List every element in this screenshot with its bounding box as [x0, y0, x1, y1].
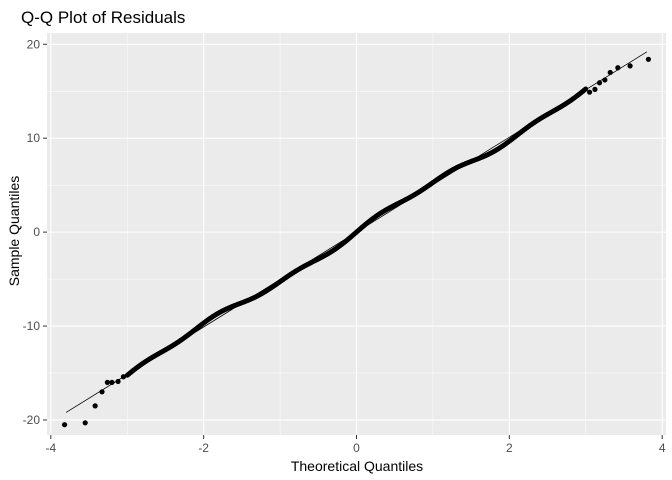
- data-point: [607, 69, 613, 76]
- x-tick-label: -2: [198, 441, 209, 455]
- x-axis-ticks: -4 -2 0 2 4: [45, 435, 666, 455]
- data-point: [592, 86, 598, 92]
- y-tick-label: 20: [27, 37, 41, 51]
- tail-points: [61, 56, 652, 428]
- y-tick-label: -10: [23, 319, 41, 333]
- data-point: [602, 77, 608, 83]
- data-point: [104, 379, 110, 386]
- data-point: [109, 379, 115, 386]
- reference-line: [65, 51, 648, 413]
- y-axis-ticks: -20 -10 0 10 20: [23, 37, 47, 427]
- x-tick-label: 4: [659, 441, 666, 455]
- data-point: [82, 420, 88, 426]
- data-point: [627, 63, 633, 69]
- bulk-points: [124, 86, 589, 378]
- y-axis-title: Sample Quantiles: [6, 176, 22, 287]
- data-point: [92, 403, 98, 409]
- y-tick-label: -20: [23, 413, 41, 427]
- y-tick-label: 10: [27, 131, 41, 145]
- data-point: [115, 378, 121, 385]
- data-point: [99, 389, 105, 395]
- data-point: [615, 65, 621, 71]
- data-point: [120, 374, 127, 380]
- data-point: [645, 56, 652, 62]
- data-point: [586, 89, 593, 95]
- y-tick-label: 0: [33, 225, 40, 239]
- x-axis-title: Theoretical Quantiles: [291, 458, 423, 474]
- data-point: [61, 422, 68, 428]
- chart-title: Q-Q Plot of Residuals: [21, 8, 185, 27]
- x-tick-label: 2: [506, 441, 513, 455]
- x-tick-label: -4: [45, 441, 56, 455]
- data-point: [596, 80, 603, 86]
- x-tick-label: 0: [353, 441, 360, 455]
